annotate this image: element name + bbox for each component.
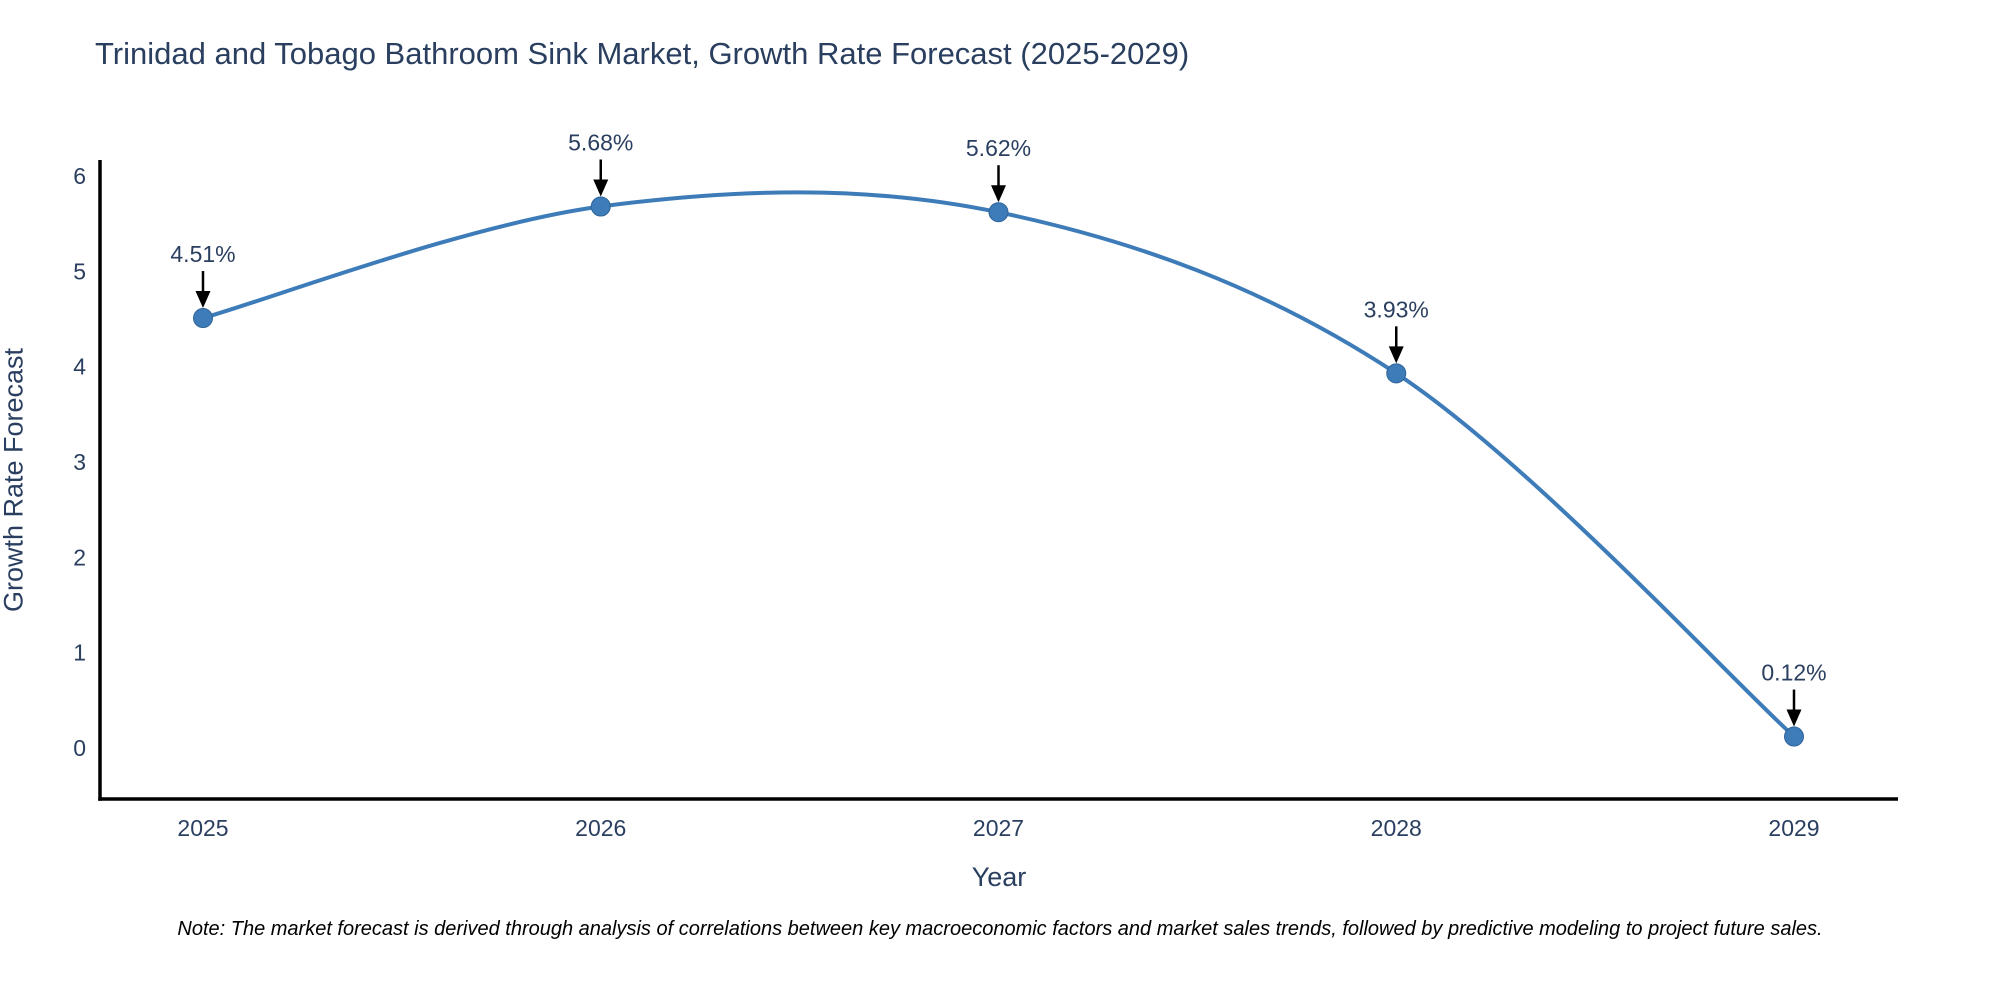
y-tick-label: 3 — [73, 449, 86, 475]
data-point-label: 0.12% — [1761, 660, 1826, 686]
y-tick-label: 4 — [73, 354, 86, 380]
data-point-2029[interactable] — [1784, 726, 1804, 747]
data-point-2026[interactable] — [590, 196, 611, 217]
x-tick-label: 2029 — [1768, 815, 1819, 841]
data-point-2028[interactable] — [1386, 363, 1407, 384]
y-axis-title: Growth Rate Forecast — [0, 347, 29, 613]
forecast-line — [202, 190, 1796, 739]
y-tick-label: 2 — [73, 544, 86, 570]
annotation-arrowhead — [593, 179, 609, 197]
data-point-label: 5.68% — [568, 130, 633, 156]
x-tick-label: 2025 — [177, 815, 228, 841]
data-point-label: 3.93% — [1364, 296, 1429, 322]
data-point-2025[interactable] — [193, 308, 213, 329]
x-tick-label: 2027 — [973, 815, 1024, 841]
chart-footnote: Note: The market forecast is derived thr… — [177, 918, 1823, 940]
chart-title: Trinidad and Tobago Bathroom Sink Market… — [95, 36, 1190, 71]
x-tick-label: 2028 — [1371, 815, 1422, 841]
x-axis-title: Year — [971, 862, 1027, 892]
annotation-arrowhead — [991, 185, 1006, 203]
x-tick-label: 2026 — [575, 815, 626, 841]
annotation-arrowhead — [1388, 346, 1404, 364]
data-point-label: 5.62% — [966, 135, 1031, 161]
annotation-arrowhead — [1786, 709, 1802, 727]
data-point-2027[interactable] — [988, 202, 1009, 223]
y-tick-label: 0 — [73, 735, 86, 761]
data-point-label: 4.51% — [170, 241, 235, 267]
annotation-arrowhead — [195, 291, 211, 309]
y-tick-label: 1 — [73, 640, 86, 666]
y-tick-label: 5 — [73, 258, 86, 284]
y-tick-label: 6 — [73, 163, 86, 189]
